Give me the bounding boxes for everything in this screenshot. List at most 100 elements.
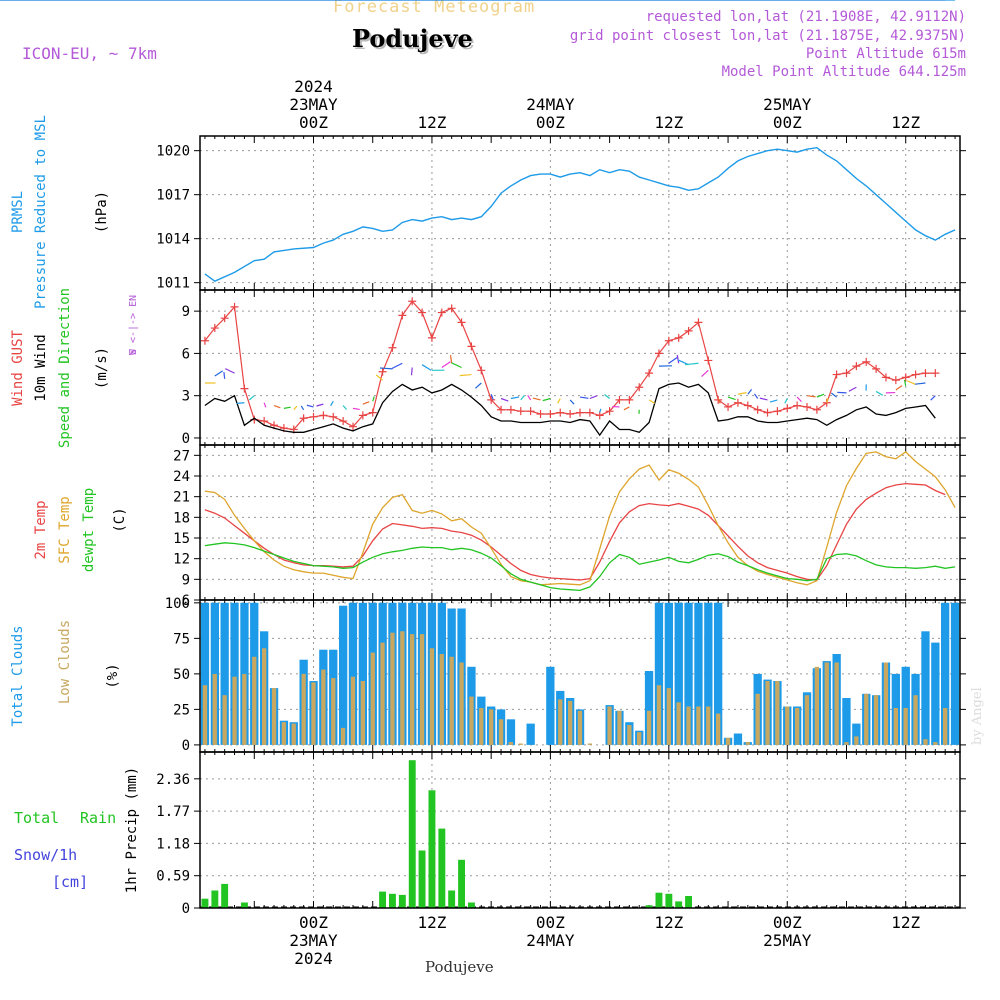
- total-cloud-bar: [684, 602, 693, 745]
- rain-bar: [211, 890, 219, 908]
- wind-arrow: [342, 405, 348, 410]
- low-cloud-bar: [577, 710, 583, 745]
- compass-south: S: [128, 349, 139, 355]
- y-tick-label: 24: [173, 469, 190, 485]
- gust-marker: [467, 342, 476, 351]
- total-cloud-bar: [644, 671, 654, 745]
- low-cloud-bar: [854, 736, 859, 745]
- wind-arrow: [510, 396, 520, 400]
- wind-arrow: [895, 385, 903, 391]
- total-cloud-bar: [842, 698, 851, 745]
- rain-bar: [408, 760, 416, 908]
- total-cloud-bar: [358, 602, 367, 745]
- y-tick-label: 100: [165, 596, 190, 612]
- low-cloud-bar: [558, 699, 563, 745]
- gust-marker: [319, 411, 328, 420]
- wind-arrow: [930, 395, 936, 401]
- gust-marker: [566, 410, 575, 418]
- total-label: Total: [14, 809, 59, 827]
- total-cloud-bar: [220, 602, 229, 745]
- low-cloud-bar: [804, 695, 810, 745]
- wind-arrow: [759, 397, 768, 401]
- dewpoint-line: [204, 542, 956, 592]
- gust-marker: [309, 412, 318, 421]
- low-cloud-bar: [725, 737, 731, 745]
- low-cloud-bar: [864, 693, 869, 745]
- temp-unit-label: (C): [112, 507, 128, 532]
- rain-bar: [458, 859, 465, 908]
- wind-arrow: [604, 394, 610, 399]
- wind-arrow: [306, 404, 314, 408]
- point-altitude: Point Altitude 615m: [805, 46, 966, 62]
- y-tick-label: 12: [173, 552, 190, 568]
- wind-arrow: [379, 367, 393, 370]
- low-cloud-bar: [834, 662, 839, 745]
- y-tick-label: 0.59: [156, 869, 190, 885]
- gust-marker: [921, 369, 930, 378]
- compass-west-east: W <-|-> E: [128, 301, 139, 355]
- low-cloud-bar: [410, 634, 415, 745]
- low-cloud-bar: [222, 695, 227, 745]
- low-cloud-bar: [439, 654, 444, 745]
- wind-arrow: [796, 396, 802, 402]
- wind-arrow: [283, 406, 291, 409]
- wind-arrow: [273, 404, 281, 409]
- gust-marker: [556, 408, 565, 417]
- total-cloud-bar: [230, 602, 239, 745]
- low-cloud-bar: [883, 662, 889, 745]
- low-cloud-bar: [656, 685, 662, 745]
- y-tick-label: 1.18: [156, 836, 190, 852]
- bottom-time-label: 00Z: [299, 913, 328, 932]
- wind-arrow: [223, 371, 226, 379]
- top-time-label: 12Z: [891, 113, 920, 132]
- location-title: Podujeve: [352, 24, 473, 53]
- y-tick-label: 25: [173, 702, 190, 718]
- total-cloud-bar: [240, 602, 249, 745]
- wind-arrow: [375, 374, 383, 381]
- gust-marker: [398, 311, 407, 320]
- low-cloud-bar: [637, 732, 642, 745]
- top-time-label: 24MAY: [526, 95, 575, 114]
- gust-marker: [832, 370, 841, 379]
- panel-frame: [199, 289, 961, 446]
- top-time-label: 12Z: [654, 113, 683, 132]
- low-cloud-bar: [340, 727, 346, 745]
- wind-arrow: [623, 406, 630, 411]
- total-cloud-bar: [852, 723, 861, 745]
- y-tick-label: 50: [173, 667, 190, 683]
- gust-marker: [358, 411, 367, 420]
- bottom-time-label: 12Z: [417, 913, 446, 932]
- gust-marker: [763, 408, 772, 417]
- gust-marker: [220, 314, 229, 323]
- wind-arrow: [769, 399, 778, 403]
- footer-location: Podujeve: [425, 958, 494, 976]
- gust-marker: [418, 308, 427, 317]
- wind-arrow: [248, 395, 255, 401]
- low-cloud-bar: [400, 631, 405, 745]
- wind-arrow: [737, 392, 747, 395]
- top-time-label: 23MAY: [289, 95, 338, 114]
- wind-arrow: [451, 362, 462, 369]
- wind-arrow: [579, 396, 589, 399]
- bottom-time-label: 00Z: [536, 913, 565, 932]
- gust-marker: [773, 407, 782, 416]
- top-time-label: 00Z: [299, 113, 328, 132]
- gust-marker: [497, 405, 506, 414]
- wind-arrow: [914, 382, 926, 385]
- wind-speed-line: [204, 382, 936, 437]
- low-cloud-bar: [508, 742, 513, 745]
- wind-arrow: [490, 394, 494, 400]
- low-cloud-bar: [933, 742, 938, 745]
- gust-marker: [605, 407, 614, 416]
- panel-frame: [199, 444, 961, 601]
- low-cloud-bar: [785, 706, 790, 745]
- low-cloud-bar: [281, 722, 286, 745]
- cloud-unit-label: (%): [105, 663, 121, 688]
- low-cloud-bar: [242, 673, 247, 745]
- total-cloud-bar: [654, 602, 664, 745]
- gust-marker: [635, 383, 644, 392]
- wind-arrow: [676, 354, 680, 364]
- gust-marker: [408, 297, 417, 306]
- bottom-time-label: 12Z: [891, 913, 920, 932]
- rain-bar: [655, 892, 663, 908]
